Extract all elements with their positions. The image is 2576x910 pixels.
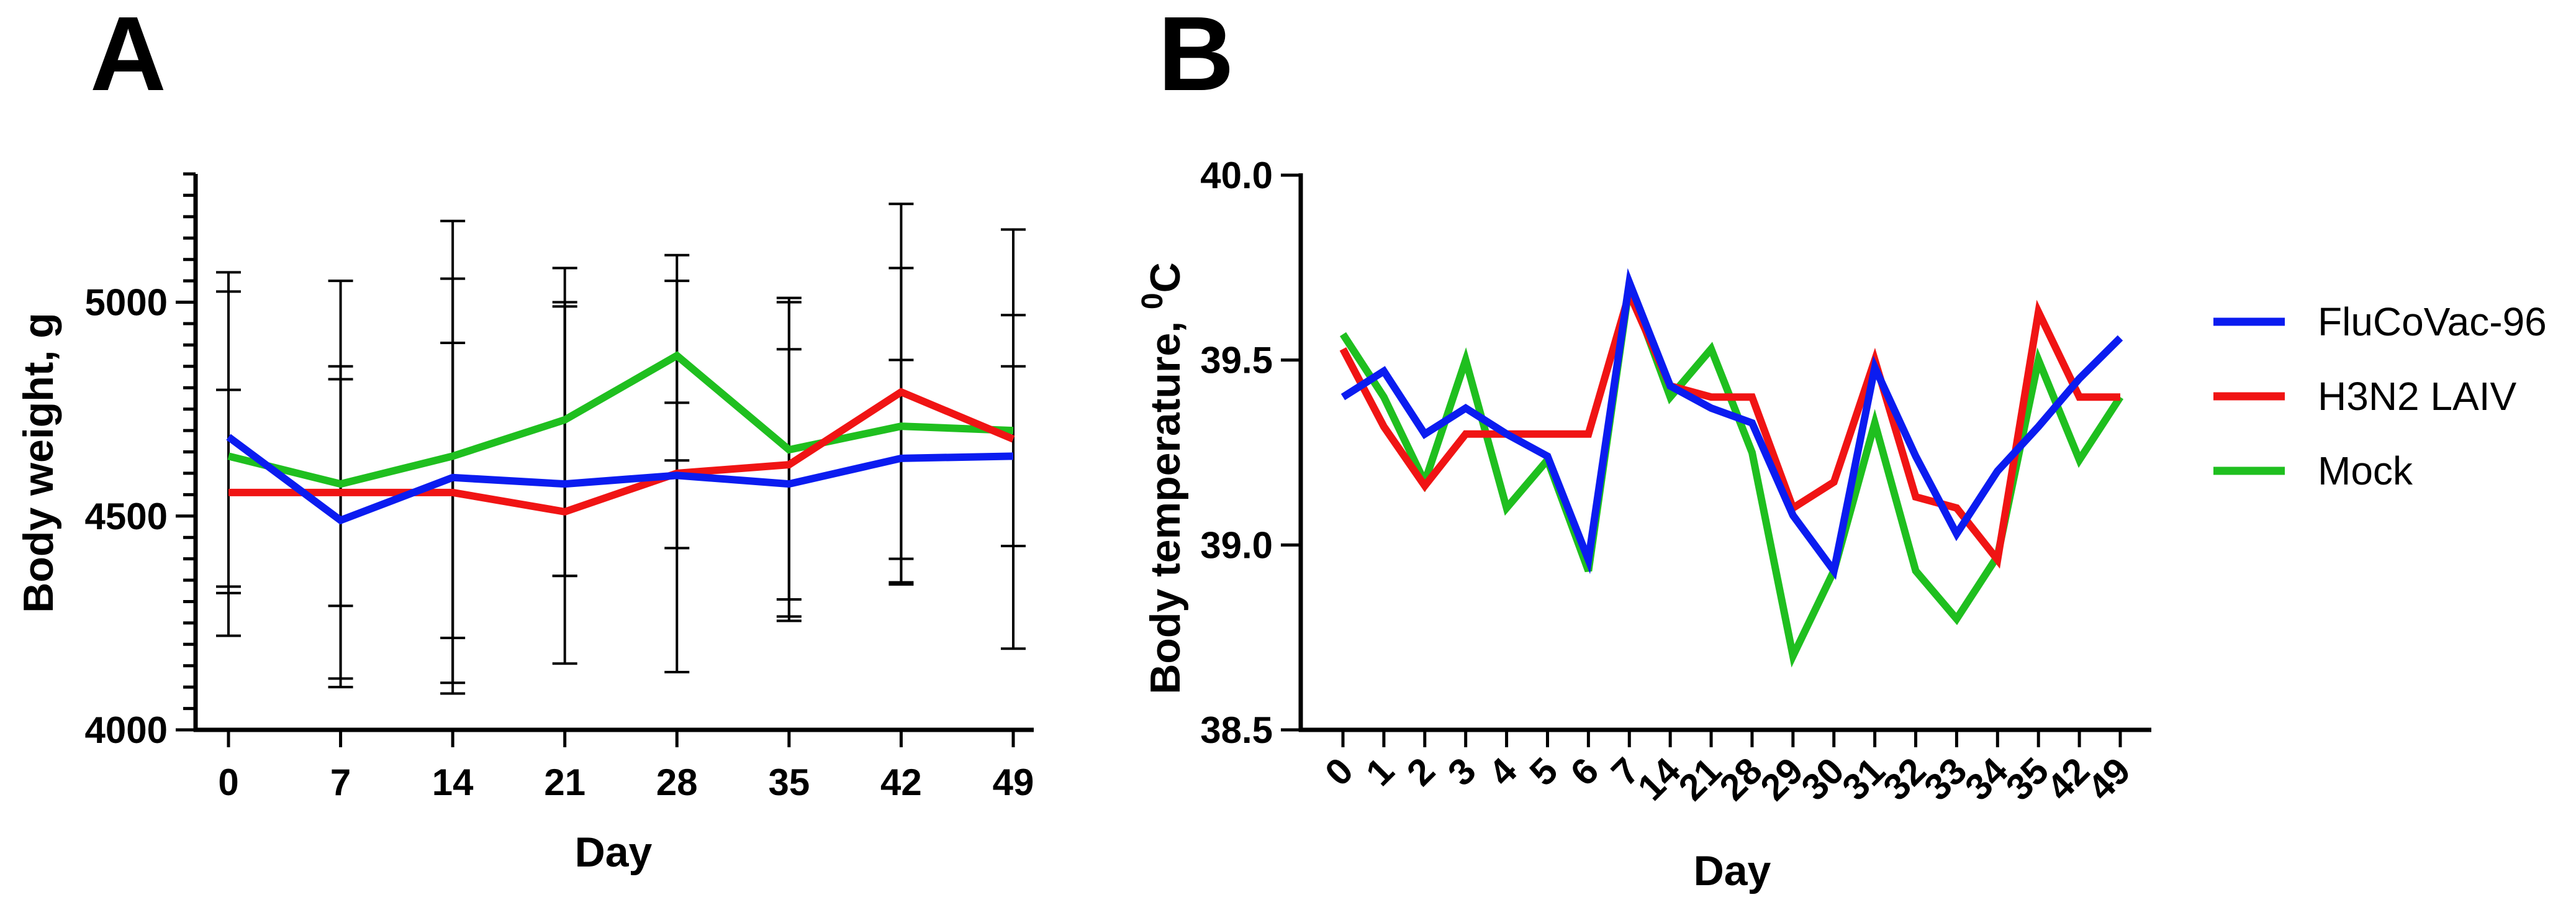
panel-a-x-tick-label: 42 [880,762,922,803]
panel-b-y-tick-label: 40.0 [1200,155,1273,196]
panel-a-x-tick-label: 28 [656,762,698,803]
panel-a-series [226,351,1015,525]
panel-a-chart: A Body weight, g Day 4000 4500 5000 0 7 14 21 2… [15,0,1034,876]
legend: FluCoVac-96 H3N2 LAIV Mock [2213,299,2547,493]
panel-b-y-tick-label: 38.5 [1200,709,1273,751]
panel-b-letter: B [1158,0,1234,113]
panel-a-error-bars [216,202,1026,695]
panel-b-x-tick-label: 3 [1440,750,1484,794]
panel-b-y-tick-label: 39.0 [1200,524,1273,566]
panel-a-series-line-flucovac-96 [226,434,1014,525]
panel-a-axes: 4000 4500 5000 0 7 14 21 28 35 42 49 [85,172,1034,803]
panel-a-x-tick-label: 35 [768,762,810,803]
panel-b-y-axis-title-main: Body temperature, [1142,309,1189,694]
panel-a-x-tick-label: 14 [432,762,474,803]
panel-b-y-axis-title-unit: C [1142,262,1189,293]
legend-label-h3n2-laiv: H3N2 LAIV [2318,374,2516,419]
panel-a-series-line-h3n2-laiv [228,388,1015,516]
legend-label-flucovac-96: FluCoVac-96 [2318,299,2547,344]
panel-b-x-tick-label: 1 [1358,750,1402,794]
panel-b-y-axis-title-superscript: 0 [1136,293,1169,309]
panel-b-x-tick-label: 6 [1563,750,1607,794]
panel-b-x-tick-label: 5 [1522,750,1566,794]
panel-b-series-line-h3n2-laiv [1339,283,2120,569]
panel-a-letter: A [90,0,166,113]
panel-b-y-axis-title: Body temperature, 0C [1136,262,1189,694]
panel-a-x-axis-title: Day [575,829,653,876]
panel-a-y-tick-label: 5000 [85,282,168,324]
panel-b-x-tick-label: 2 [1399,750,1443,794]
panel-b-series-line-flucovac-96 [1340,268,2123,580]
legend-item-h3n2-laiv: H3N2 LAIV [2213,374,2516,419]
panel-a-series-line-mock [227,351,1014,488]
legend-item-mock: Mock [2213,448,2413,493]
panel-a-x-tick-label: 0 [218,762,238,803]
panel-b-x-tick-label: 4 [1481,749,1525,793]
panel-b-chart: B Body temperature, 0C Day 38.539.039.54… [1136,0,2151,894]
panel-b-x-axis-title: Day [1694,847,1771,894]
panel-a-x-tick-label: 7 [330,762,351,803]
panel-a-x-tick-label: 49 [993,762,1034,803]
legend-label-mock: Mock [2318,448,2413,493]
panel-b-series-line-mock [1339,284,2124,668]
panel-a-x-tick-label: 21 [544,762,585,803]
panel-b-x-tick-label: 49 [2080,750,2139,809]
panel-a-y-tick-label: 4000 [85,709,168,751]
panel-b-series [1339,268,2124,668]
panel-b-y-tick-label: 39.5 [1200,340,1273,381]
panel-a-y-tick-label: 4500 [85,496,168,537]
legend-item-flucovac-96: FluCoVac-96 [2213,299,2547,344]
panel-a-y-axis-title: Body weight, g [15,312,62,613]
panel-b-x-tick-label: 0 [1317,750,1361,794]
